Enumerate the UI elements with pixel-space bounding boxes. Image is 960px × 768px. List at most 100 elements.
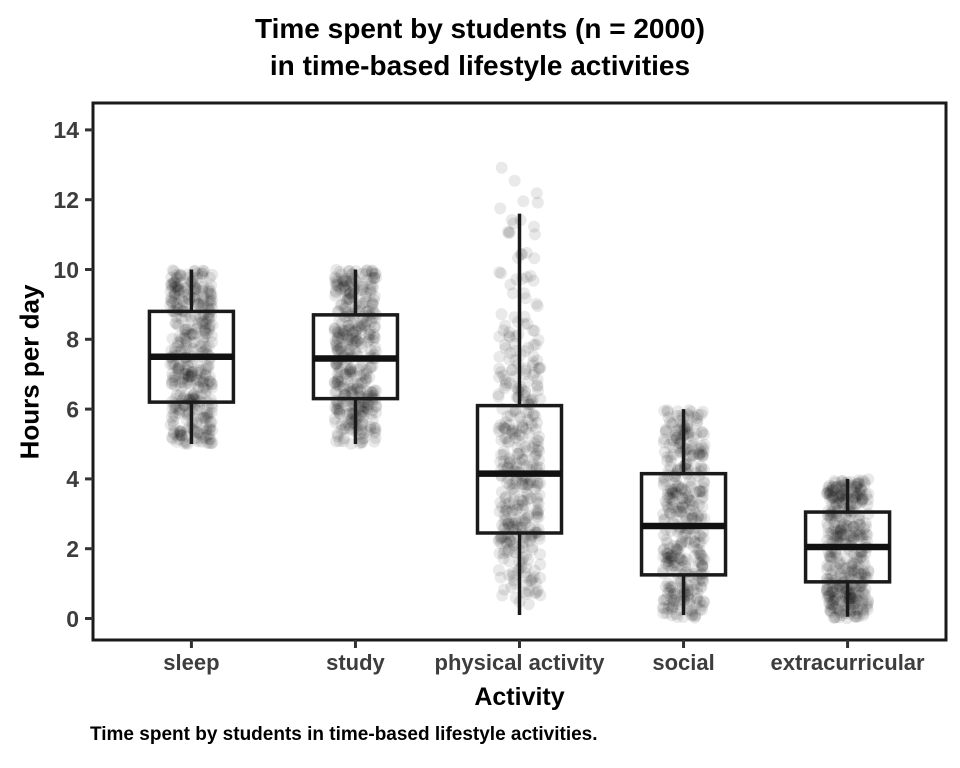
jitter-point <box>839 522 852 535</box>
jitter-point <box>658 593 671 606</box>
jitter-point <box>335 424 348 437</box>
jitter-point <box>695 485 708 497</box>
jitter-point <box>683 426 696 439</box>
jitter-point <box>531 416 544 429</box>
jitter-point <box>826 551 839 564</box>
jitter-point <box>198 382 211 395</box>
jitter-point <box>848 581 861 594</box>
jitter-point <box>697 595 710 608</box>
jitter-point <box>331 373 344 386</box>
jitter-point <box>523 427 535 440</box>
jitter-point <box>173 407 186 420</box>
jitter-point <box>175 382 188 395</box>
jitter-point <box>853 518 866 531</box>
jitter-point <box>666 549 679 562</box>
jitter-point <box>695 581 708 594</box>
jitter-point <box>369 345 382 358</box>
jitter-point <box>835 609 848 622</box>
jitter-point <box>366 386 379 399</box>
jitter-point <box>665 580 678 593</box>
jitter-point <box>364 385 377 398</box>
jitter-point <box>528 564 541 577</box>
jitter-point <box>657 564 670 577</box>
jitter-point <box>840 529 852 541</box>
jitter-point <box>859 583 872 596</box>
jitter-point <box>848 520 860 533</box>
jitter-point <box>507 539 520 552</box>
jitter-point <box>509 477 522 490</box>
chart-title: Time spent by students (n = 2000) in tim… <box>0 10 960 84</box>
jitter-point <box>689 427 702 440</box>
jitter-point <box>694 580 707 593</box>
jitter-point <box>502 436 515 449</box>
jitter-point <box>671 543 684 556</box>
jitter-point <box>204 433 217 446</box>
jitter-point <box>330 272 342 285</box>
jitter-point <box>693 574 706 586</box>
jitter-point <box>364 324 376 336</box>
jitter-point <box>665 454 677 467</box>
jitter-point <box>665 562 678 575</box>
jitter-point <box>688 561 701 574</box>
jitter-point <box>191 271 203 284</box>
jitter-point <box>164 299 177 312</box>
jitter-point <box>336 331 348 344</box>
jitter-point <box>852 610 865 623</box>
jitter-point <box>165 279 178 292</box>
jitter-point <box>201 436 214 449</box>
jitter-point <box>667 593 680 606</box>
jitter-point <box>857 607 870 619</box>
jitter-point <box>354 369 367 382</box>
jitter-point <box>342 291 355 304</box>
jitter-point <box>835 511 848 524</box>
jitter-point <box>661 555 673 568</box>
jitter-point <box>676 500 689 513</box>
jitter-point <box>338 279 351 292</box>
jitter-point <box>356 417 369 430</box>
jitter-point <box>525 417 538 430</box>
jitter-point <box>685 603 698 616</box>
jitter-point <box>830 480 842 493</box>
jitter-point <box>834 567 847 580</box>
jitter-point <box>854 568 867 581</box>
jitter-point <box>520 487 533 500</box>
jitter-point <box>190 432 203 445</box>
jitter-point <box>662 503 675 516</box>
jitter-point <box>178 332 191 345</box>
jitter-point <box>368 384 381 397</box>
jitter-point <box>370 384 383 397</box>
jitter-point <box>670 432 683 444</box>
jitter-point <box>834 530 847 543</box>
jitter-point <box>178 323 191 336</box>
jitter-point <box>530 479 543 492</box>
jitter-point <box>170 298 183 311</box>
jitter-point <box>493 425 506 438</box>
jitter-point <box>369 431 382 444</box>
jitter-point <box>675 483 688 496</box>
jitter-point <box>825 606 838 619</box>
jitter-point <box>494 455 507 468</box>
jitter-point <box>679 496 692 509</box>
jitter-point <box>182 373 195 386</box>
jitter-point <box>342 319 355 332</box>
jitter-point <box>500 432 513 445</box>
jitter-point <box>526 419 539 432</box>
jitter-point <box>851 595 864 608</box>
jitter-point <box>342 279 355 292</box>
jitter-point <box>202 411 215 424</box>
jitter-point <box>366 265 379 278</box>
jitter-point <box>205 279 218 292</box>
jitter-point <box>359 375 372 388</box>
jitter-point <box>506 425 519 438</box>
jitter-point <box>847 532 860 545</box>
jitter-point <box>336 281 349 294</box>
jitter-point <box>201 327 214 340</box>
jitter-point <box>696 449 709 462</box>
jitter-point <box>364 420 377 433</box>
jitter-point <box>696 490 709 503</box>
jitter-point <box>821 587 834 599</box>
jitter-point <box>516 495 528 508</box>
jitter-point <box>692 555 705 568</box>
jitter-point <box>501 515 514 528</box>
jitter-point <box>206 378 219 391</box>
